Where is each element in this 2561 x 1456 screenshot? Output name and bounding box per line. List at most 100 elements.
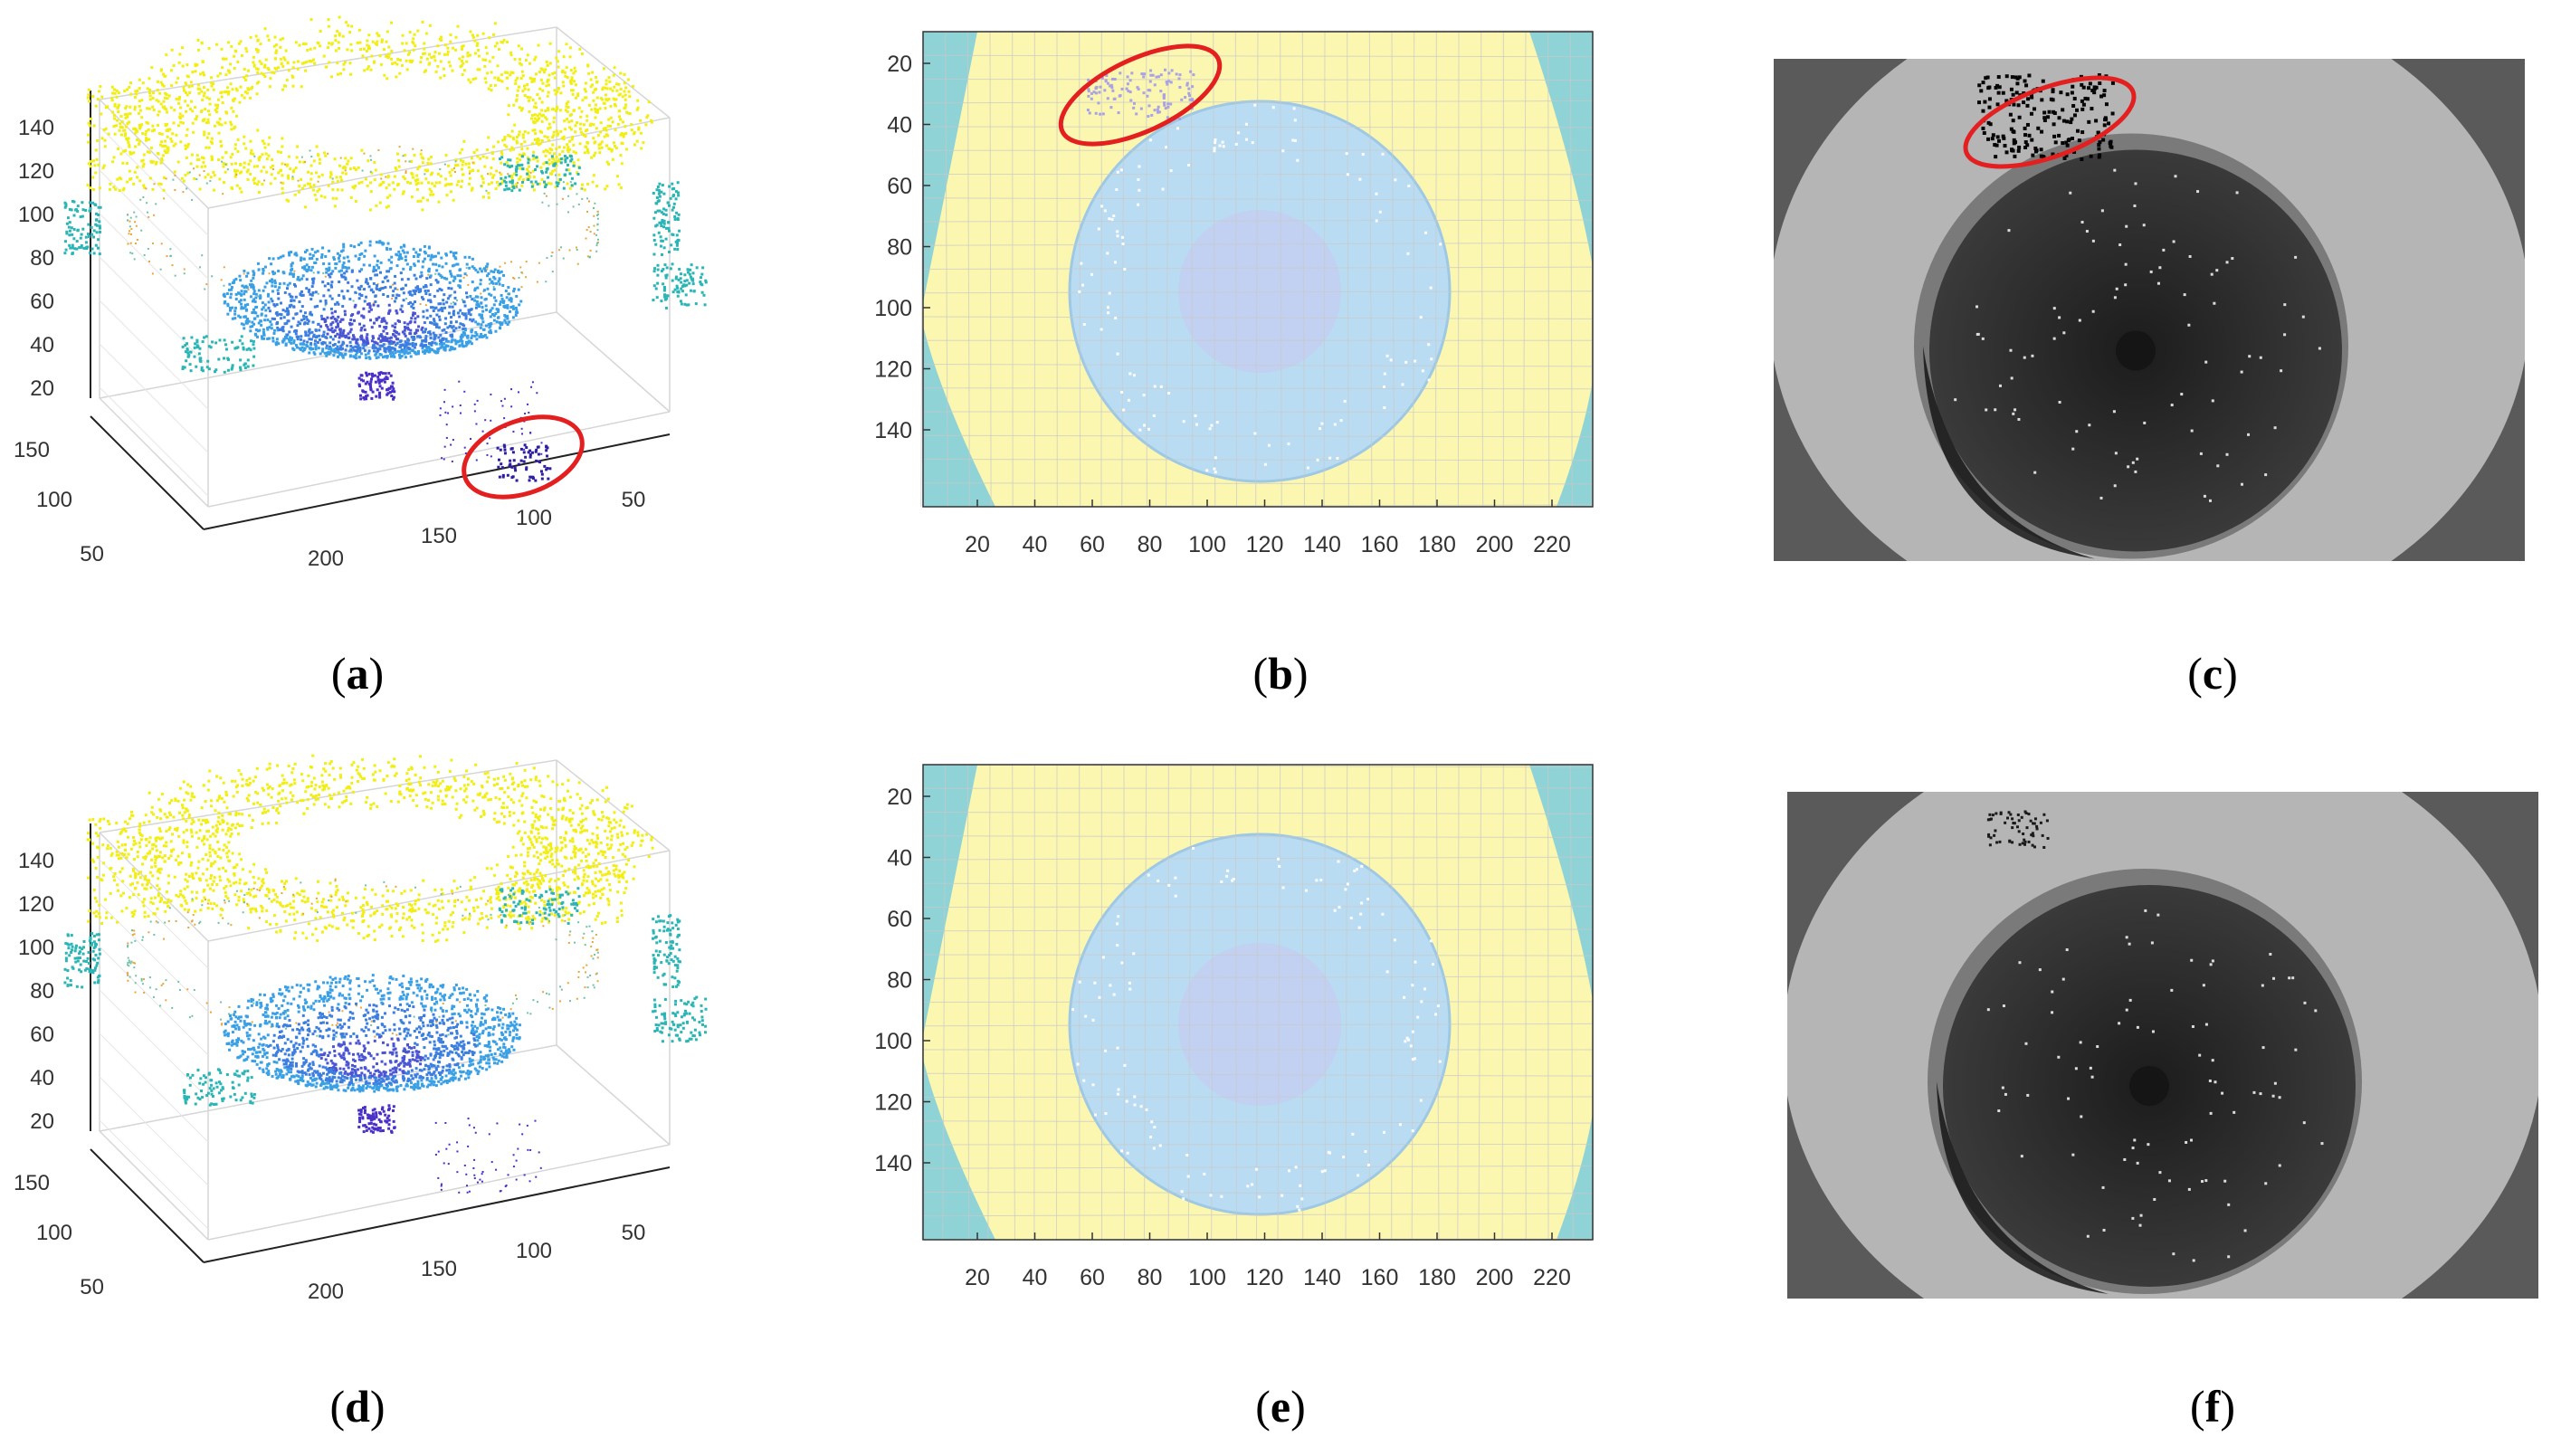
point-yellow: [189, 828, 193, 832]
point-cyan: [71, 233, 74, 236]
outlier-points: [2024, 83, 2029, 88]
mesh-line: [1522, 31, 1527, 508]
speckle: [2078, 319, 2081, 322]
point-sparse: [220, 279, 223, 281]
point-yellow: [351, 186, 355, 189]
point-yellow: [539, 67, 543, 71]
point-outlier: [543, 464, 547, 468]
point-sparse: [327, 152, 329, 155]
point-yellow: [488, 36, 491, 40]
point-yellow: [357, 28, 361, 32]
point-cyan: [520, 155, 524, 158]
point-blue: [494, 299, 498, 302]
point-yellow: [136, 129, 139, 133]
point-blue: [305, 278, 309, 281]
point-yellow: [291, 84, 295, 88]
point-yellow: [544, 109, 547, 113]
point-yellow: [382, 180, 386, 184]
point-yellow: [613, 141, 616, 145]
point-yellow: [256, 128, 260, 132]
point-blue: [243, 286, 246, 290]
point-blue: [368, 243, 372, 247]
point-cyan: [63, 201, 67, 205]
point-blue: [376, 260, 379, 263]
point-yellow: [167, 129, 170, 133]
point-blue: [406, 322, 410, 326]
point-yellow: [187, 815, 191, 819]
point-blue: [416, 328, 420, 332]
point-blue: [401, 309, 405, 313]
point-blue: [427, 270, 431, 273]
outlier-points: [1128, 79, 1132, 82]
point-blue: [359, 241, 363, 244]
point-yellow: [556, 893, 559, 897]
point-yellow: [254, 34, 258, 38]
point-yellow: [267, 143, 271, 147]
point-blue: [431, 306, 434, 309]
outlier-points: [1988, 122, 1993, 127]
point-blue: [436, 351, 440, 355]
point-cyan: [63, 205, 67, 209]
point-cyan: [214, 370, 217, 374]
point-blue: [411, 349, 414, 353]
point-blue: [291, 272, 295, 276]
point-blue: [498, 320, 501, 324]
point-yellow: [393, 187, 396, 191]
point-yellow: [172, 815, 176, 819]
point-sparse: [322, 271, 325, 274]
point-yellow: [446, 50, 450, 53]
point-sparse: [131, 252, 134, 255]
point-cyan: [664, 237, 668, 241]
point-cyan: [663, 293, 667, 297]
speckle: [2033, 471, 2037, 474]
outlier-points: [1984, 76, 1988, 81]
outlier-points: [2094, 119, 2099, 123]
speckle: [1414, 359, 1417, 363]
point-outlier: [546, 467, 549, 471]
point-yellow: [476, 155, 480, 158]
speckle: [1123, 267, 1127, 271]
outlier-points: [2087, 119, 2091, 124]
point-yellow: [166, 110, 169, 114]
point-blue: [410, 305, 414, 309]
point-sparse: [268, 272, 271, 275]
point-outlier: [517, 462, 520, 466]
point-cyan: [699, 276, 702, 280]
point-yellow: [128, 85, 131, 89]
point-blue: [394, 348, 397, 352]
outlier-points: [2029, 111, 2033, 116]
point-yellow: [532, 105, 536, 109]
point-outlier: [534, 450, 538, 453]
point-blue: [256, 314, 260, 318]
point-blue: [259, 319, 262, 323]
point-yellow: [186, 171, 190, 175]
point-cyan: [533, 168, 537, 172]
point-blue: [378, 353, 382, 357]
outlier-points: [2071, 84, 2075, 89]
point-blue: [271, 317, 274, 320]
point-blue: [295, 253, 299, 257]
point-yellow: [531, 113, 535, 117]
point-cyan: [665, 294, 669, 298]
point-blue: [392, 333, 395, 337]
point-sparse: [562, 181, 565, 184]
speckle: [1194, 414, 1197, 418]
point-blue: [285, 307, 289, 310]
point-yellow: [553, 89, 557, 92]
point-blue: [485, 308, 489, 311]
grid-line: [99, 126, 209, 236]
point-blue: [274, 343, 278, 347]
point-cyan: [500, 176, 503, 180]
point-purple: [530, 385, 533, 388]
point-yellow: [509, 71, 513, 74]
point-sparse: [499, 171, 501, 174]
point-yellow: [239, 40, 243, 43]
point-blue: [299, 309, 302, 313]
point-cyan: [660, 239, 663, 243]
point-purple: [393, 390, 396, 394]
point-outlier: [525, 446, 528, 450]
point-purple: [536, 392, 538, 395]
point-yellow: [216, 98, 220, 101]
point-yellow: [424, 177, 428, 181]
point-yellow: [138, 142, 141, 146]
